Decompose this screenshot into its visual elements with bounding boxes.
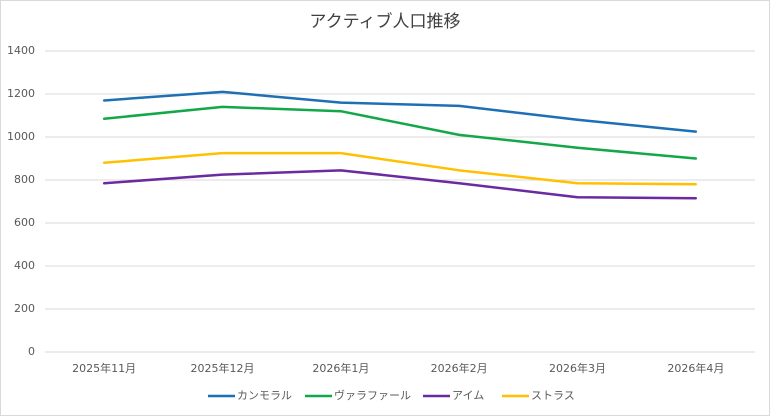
y-tick-label: 600: [14, 216, 35, 229]
y-tick-label: 200: [14, 302, 35, 315]
y-tick-label: 0: [28, 345, 35, 358]
x-tick-label: 2026年1月: [312, 361, 369, 375]
legend-label: カンモラル: [237, 389, 292, 402]
legend-label: ストラス: [531, 389, 575, 402]
x-tick-label: 2025年12月: [191, 361, 255, 375]
x-tick-label: 2026年4月: [667, 361, 724, 375]
y-tick-label: 1400: [7, 44, 35, 57]
y-tick-label: 1000: [7, 130, 35, 143]
chart-title: アクティブ人口推移: [309, 11, 460, 32]
x-tick-label: 2026年3月: [549, 361, 606, 375]
legend-label: ヴァラファール: [334, 388, 411, 402]
series-line: [102, 105, 698, 160]
y-tick-label: 1200: [7, 87, 35, 100]
y-tick-label: 400: [14, 259, 35, 272]
legend-label: アイム: [452, 389, 484, 402]
x-tick-label: 2026年2月: [431, 361, 488, 375]
y-tick-label: 800: [14, 173, 35, 186]
series-line: [102, 90, 698, 133]
series-line: [102, 169, 698, 200]
x-tick-label: 2025年11月: [72, 361, 136, 375]
series-line: [102, 151, 698, 186]
